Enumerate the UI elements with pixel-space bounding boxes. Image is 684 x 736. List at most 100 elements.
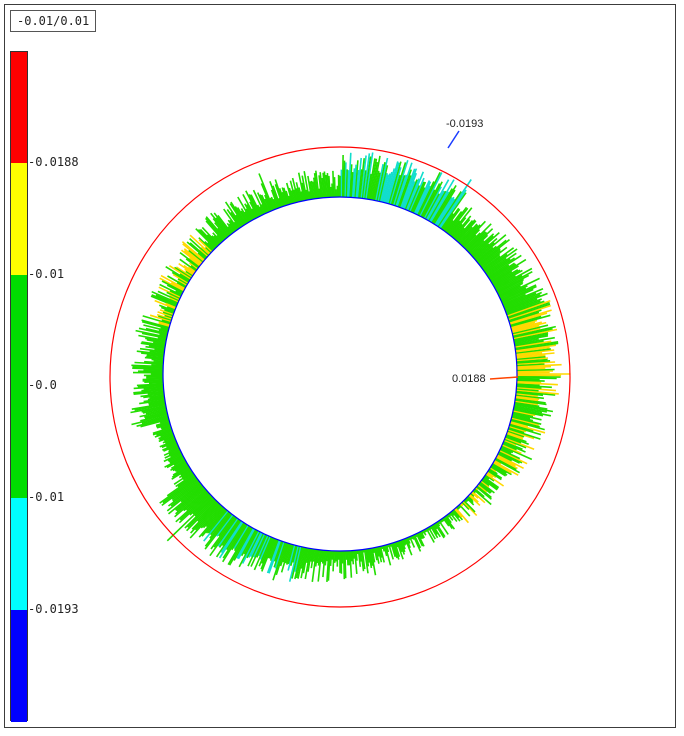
deviation-spike — [512, 325, 556, 337]
deviation-spike — [175, 473, 195, 488]
deviation-spike — [188, 249, 204, 263]
deviation-spike — [154, 430, 173, 438]
deviation-spike — [510, 319, 538, 329]
deviation-spike — [374, 547, 380, 564]
deviation-spike — [384, 544, 392, 566]
deviation-spike — [199, 248, 209, 258]
deviation-spike — [506, 431, 524, 439]
deviation-spike — [250, 534, 267, 567]
deviation-spike — [175, 488, 206, 515]
deviation-spike — [162, 477, 198, 504]
deviation-spike — [165, 302, 177, 309]
deviation-spike — [490, 258, 527, 282]
deviation-spike — [505, 436, 522, 444]
deviation-spike — [159, 476, 197, 504]
deviation-spike — [516, 360, 551, 364]
deviation-spike — [148, 400, 166, 405]
deviation-spike — [161, 440, 177, 449]
deviation-spike — [513, 408, 544, 417]
deviation-spike — [479, 482, 492, 494]
deviation-spike — [498, 451, 520, 464]
deviation-spike — [332, 550, 335, 572]
deviation-spike — [346, 550, 349, 566]
deviation-spike — [158, 322, 170, 328]
deviation-spike — [326, 550, 329, 562]
deviation-spike — [182, 243, 205, 262]
deviation-spike — [132, 367, 164, 370]
deviation-spike — [220, 520, 243, 553]
deviation-spike — [511, 321, 542, 331]
deviation-spike — [479, 481, 495, 494]
deviation-spike — [485, 473, 505, 487]
deviation-spike — [512, 411, 534, 418]
deviation-spike — [422, 181, 443, 219]
deviation-spike — [190, 502, 220, 534]
deviation-spike — [350, 172, 354, 198]
deviation-spike — [487, 254, 522, 278]
deviation-spike — [161, 478, 198, 507]
deviation-spike — [168, 454, 183, 463]
deviation-spike — [197, 500, 218, 522]
deviation-spike — [174, 486, 205, 511]
deviation-spike — [361, 170, 367, 199]
deviation-spike — [218, 515, 235, 537]
deviation-spike — [242, 194, 257, 219]
deviation-spike — [508, 426, 525, 434]
deviation-spike — [162, 437, 176, 444]
deviation-spike — [516, 352, 555, 358]
deviation-spike — [455, 219, 474, 241]
deviation-spike — [342, 160, 346, 198]
deviation-spike — [454, 508, 463, 518]
deviation-spike — [204, 513, 233, 550]
deviation-spike — [358, 549, 362, 562]
deviation-spike — [435, 522, 446, 538]
deviation-spike — [513, 328, 558, 340]
deviation-spike — [154, 348, 165, 352]
deviation-spike — [395, 541, 399, 548]
deviation-spike — [194, 497, 215, 517]
deviation-spike — [189, 262, 198, 270]
deviation-spike — [259, 194, 269, 213]
deviation-spike — [450, 217, 467, 237]
deviation-spike — [270, 196, 277, 210]
deviation-spike — [307, 548, 313, 572]
deviation-spike — [157, 290, 180, 302]
deviation-spike — [240, 529, 257, 557]
deviation-spike — [498, 285, 521, 298]
deviation-spike — [177, 474, 196, 488]
deviation-spike — [173, 471, 194, 485]
deviation-spike — [189, 234, 211, 255]
deviation-spike — [199, 228, 218, 248]
deviation-spike — [324, 550, 328, 566]
deviation-spike — [433, 523, 438, 530]
deviation-spike — [191, 501, 219, 530]
deviation-spike — [150, 295, 177, 308]
deviation-spike — [411, 181, 427, 213]
deviation-spike — [478, 238, 510, 265]
deviation-spike — [497, 278, 525, 294]
deviation-spike — [159, 333, 168, 337]
deviation-spike — [456, 220, 477, 243]
deviation-spike — [379, 172, 388, 202]
deviation-spike — [490, 465, 508, 476]
deviation-spike — [484, 248, 518, 273]
deviation-spike — [212, 217, 229, 238]
deviation-spike — [143, 324, 169, 332]
deviation-spike — [500, 446, 514, 454]
deviation-spike — [410, 181, 425, 213]
deviation-spike — [452, 509, 460, 519]
deviation-spike — [514, 336, 555, 346]
deviation-spike — [284, 543, 292, 564]
deviation-spike — [160, 327, 169, 331]
deviation-spike — [258, 535, 269, 557]
deviation-spike — [436, 521, 441, 527]
deviation-spike — [218, 521, 244, 559]
deviation-spike — [499, 448, 521, 460]
deviation-spike — [143, 386, 164, 390]
deviation-spike — [508, 311, 540, 323]
nominal-circle — [162, 196, 518, 552]
deviation-spike — [415, 185, 431, 215]
deviation-spike — [310, 548, 315, 569]
deviation-spike — [172, 480, 200, 502]
deviation-spike — [246, 204, 256, 220]
